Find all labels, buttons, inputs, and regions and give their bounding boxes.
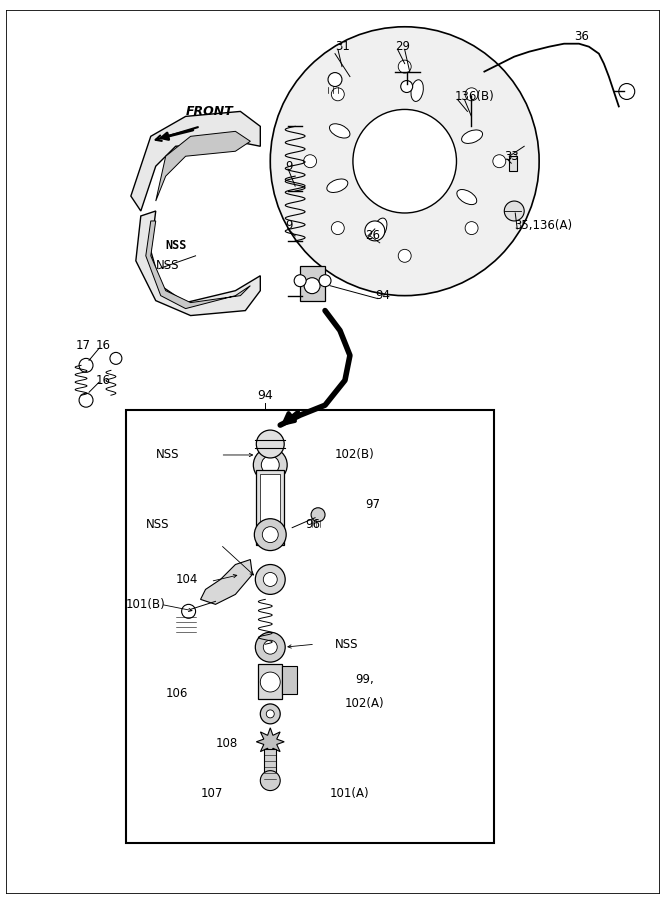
- Circle shape: [181, 605, 195, 618]
- Ellipse shape: [329, 124, 350, 138]
- Text: 101(B): 101(B): [126, 598, 165, 611]
- Circle shape: [294, 274, 306, 287]
- Text: NSS: NSS: [165, 239, 186, 252]
- Circle shape: [254, 518, 286, 551]
- Text: 29: 29: [395, 40, 410, 53]
- Text: 16: 16: [96, 374, 111, 387]
- Circle shape: [331, 88, 344, 101]
- Text: 106: 106: [165, 688, 188, 700]
- Text: 94: 94: [257, 389, 273, 401]
- Circle shape: [493, 155, 506, 167]
- Circle shape: [253, 448, 287, 482]
- Text: 16: 16: [96, 339, 111, 352]
- Circle shape: [319, 274, 331, 287]
- Circle shape: [331, 221, 344, 235]
- Text: 9: 9: [285, 159, 293, 173]
- Circle shape: [261, 456, 279, 474]
- Text: 33: 33: [504, 149, 519, 163]
- Circle shape: [260, 672, 280, 692]
- Text: 102(A): 102(A): [345, 698, 385, 710]
- Circle shape: [619, 84, 635, 100]
- Bar: [282, 666, 297, 694]
- Text: 136(B): 136(B): [454, 90, 494, 103]
- Circle shape: [79, 393, 93, 407]
- Text: 97: 97: [365, 499, 380, 511]
- Text: 104: 104: [175, 573, 198, 586]
- Circle shape: [255, 632, 285, 662]
- Text: 36: 36: [574, 31, 589, 43]
- Bar: [300, 266, 325, 301]
- Text: FRONT: FRONT: [185, 105, 233, 118]
- Circle shape: [262, 526, 278, 543]
- Polygon shape: [201, 560, 252, 605]
- Text: NSS: NSS: [155, 259, 179, 273]
- Circle shape: [303, 155, 317, 167]
- Circle shape: [504, 201, 524, 221]
- Bar: [510, 157, 517, 171]
- Ellipse shape: [411, 80, 424, 102]
- Circle shape: [401, 80, 413, 93]
- Text: 17: 17: [76, 339, 91, 352]
- Text: 102(B): 102(B): [335, 448, 375, 462]
- Circle shape: [266, 710, 274, 718]
- Bar: [264, 749, 276, 778]
- Circle shape: [311, 508, 325, 522]
- Bar: [256, 470, 284, 544]
- Ellipse shape: [462, 130, 482, 143]
- Polygon shape: [256, 728, 284, 756]
- Text: NSS: NSS: [335, 638, 358, 651]
- Circle shape: [260, 770, 280, 790]
- Text: 9: 9: [285, 220, 293, 232]
- Circle shape: [270, 27, 539, 295]
- Circle shape: [304, 278, 320, 293]
- Ellipse shape: [327, 179, 348, 193]
- Text: 107: 107: [201, 788, 223, 800]
- Circle shape: [263, 572, 277, 587]
- Text: 99,: 99,: [355, 672, 374, 686]
- Circle shape: [465, 221, 478, 235]
- Text: NSS: NSS: [146, 518, 169, 531]
- Circle shape: [79, 358, 93, 373]
- Bar: [260, 474, 280, 542]
- Text: 101(A): 101(A): [330, 788, 370, 800]
- Ellipse shape: [457, 190, 477, 204]
- Circle shape: [465, 88, 478, 101]
- Circle shape: [255, 564, 285, 594]
- Text: 26: 26: [365, 230, 380, 242]
- Circle shape: [398, 60, 411, 73]
- Polygon shape: [136, 211, 260, 316]
- Text: 35,136(A): 35,136(A): [514, 220, 572, 232]
- Polygon shape: [155, 131, 250, 201]
- Text: 31: 31: [335, 40, 350, 53]
- Text: 96: 96: [305, 518, 320, 531]
- Text: 108: 108: [215, 737, 237, 751]
- Text: 94: 94: [375, 289, 390, 302]
- Circle shape: [365, 221, 385, 241]
- Bar: [258, 664, 282, 699]
- Ellipse shape: [374, 218, 387, 239]
- Circle shape: [398, 249, 411, 262]
- Circle shape: [328, 73, 342, 86]
- Circle shape: [353, 110, 456, 213]
- Circle shape: [260, 704, 280, 724]
- Text: NSS: NSS: [155, 448, 179, 462]
- Bar: [126, 410, 494, 843]
- Circle shape: [263, 640, 277, 654]
- Circle shape: [256, 430, 284, 458]
- Polygon shape: [131, 112, 260, 211]
- Circle shape: [110, 353, 122, 364]
- Polygon shape: [146, 221, 250, 309]
